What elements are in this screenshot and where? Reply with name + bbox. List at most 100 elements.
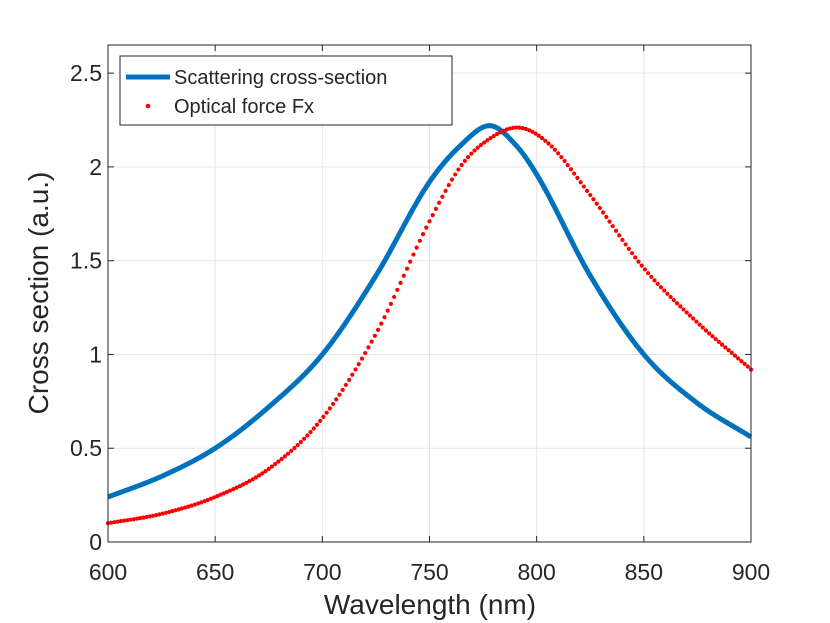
data-point (530, 129, 535, 134)
data-point (446, 183, 451, 188)
data-point (420, 232, 426, 237)
data-point (327, 406, 332, 411)
data-point (588, 192, 593, 198)
data-point (257, 473, 262, 478)
y-tick-label: 2 (89, 154, 102, 180)
data-point (408, 259, 413, 264)
data-point (234, 485, 239, 490)
data-point (247, 479, 252, 484)
data-point (314, 422, 320, 427)
data-point (289, 448, 294, 454)
data-point (719, 342, 725, 347)
data-point (160, 511, 165, 516)
x-tick-label: 800 (517, 559, 555, 585)
data-point (302, 436, 307, 441)
data-point (192, 502, 197, 507)
data-point (131, 517, 136, 522)
data-point (639, 263, 644, 268)
data-point (668, 294, 673, 300)
data-point (601, 210, 606, 215)
data-point (337, 392, 342, 397)
data-point (475, 145, 480, 150)
data-point (350, 372, 355, 377)
data-point (128, 517, 133, 522)
data-point (138, 516, 143, 521)
data-point (347, 377, 352, 382)
data-point (134, 516, 140, 521)
data-point (292, 445, 297, 451)
data-point (115, 519, 120, 524)
data-point (343, 382, 349, 388)
data-point (449, 177, 455, 182)
data-point (375, 327, 381, 332)
x-axis-label: Wavelength (nm) (324, 589, 536, 620)
data-point (572, 171, 577, 176)
data-point (684, 310, 689, 315)
data-point (732, 353, 738, 358)
data-point (485, 138, 490, 143)
data-point (443, 188, 448, 193)
data-point (658, 285, 664, 290)
data-point (536, 133, 541, 138)
data-point (581, 184, 586, 189)
data-point (597, 205, 602, 211)
data-point (623, 242, 628, 247)
data-point (411, 252, 416, 257)
data-point (179, 506, 185, 511)
data-point (125, 518, 130, 523)
data-point (253, 475, 258, 480)
data-point (163, 510, 168, 515)
data-point (559, 154, 564, 160)
y-tick-label: 1 (89, 341, 102, 367)
data-point (388, 301, 394, 306)
data-point (662, 288, 667, 293)
data-point (240, 482, 246, 487)
data-point (382, 315, 387, 320)
data-point (321, 414, 326, 419)
data-point (141, 515, 146, 520)
data-point (330, 401, 336, 407)
data-point (404, 266, 410, 271)
series-layer (105, 123, 754, 526)
data-point (273, 461, 278, 467)
data-point (723, 345, 728, 350)
data-point (610, 224, 615, 229)
data-point (118, 519, 123, 524)
data-point (154, 513, 159, 518)
data-point (401, 273, 406, 278)
data-point (697, 322, 702, 327)
x-tick-label: 700 (303, 559, 341, 585)
data-point (363, 350, 368, 356)
data-point (556, 151, 561, 156)
data-point (157, 512, 162, 517)
data-point (626, 246, 631, 251)
data-point (359, 356, 365, 361)
data-point (392, 294, 397, 300)
ticks: 600 650 700 750 800 850 900 0 0.5 1 1.5 2 2.5 (70, 45, 770, 585)
data-point (462, 158, 467, 163)
data-point (655, 281, 660, 286)
data-point (546, 141, 551, 146)
data-point (710, 334, 715, 339)
x-tick-label: 750 (410, 559, 448, 585)
data-point (144, 514, 149, 520)
data-point (578, 180, 583, 185)
data-point (224, 489, 230, 495)
data-point (186, 504, 191, 509)
data-point (459, 162, 464, 168)
data-point (482, 140, 487, 145)
x-tick-label: 900 (732, 559, 770, 585)
data-point (150, 513, 156, 518)
data-point (379, 321, 384, 326)
data-point (285, 451, 291, 456)
data-point (729, 350, 734, 355)
series-dots-optical-force (105, 125, 754, 526)
data-point (565, 162, 570, 168)
data-point (716, 339, 721, 344)
y-axis-label: Cross section (a.u.) (23, 172, 54, 415)
data-point (417, 238, 422, 243)
data-point (636, 259, 641, 264)
x-tick-label: 850 (625, 559, 663, 585)
data-point (498, 130, 503, 135)
data-point (385, 308, 390, 313)
